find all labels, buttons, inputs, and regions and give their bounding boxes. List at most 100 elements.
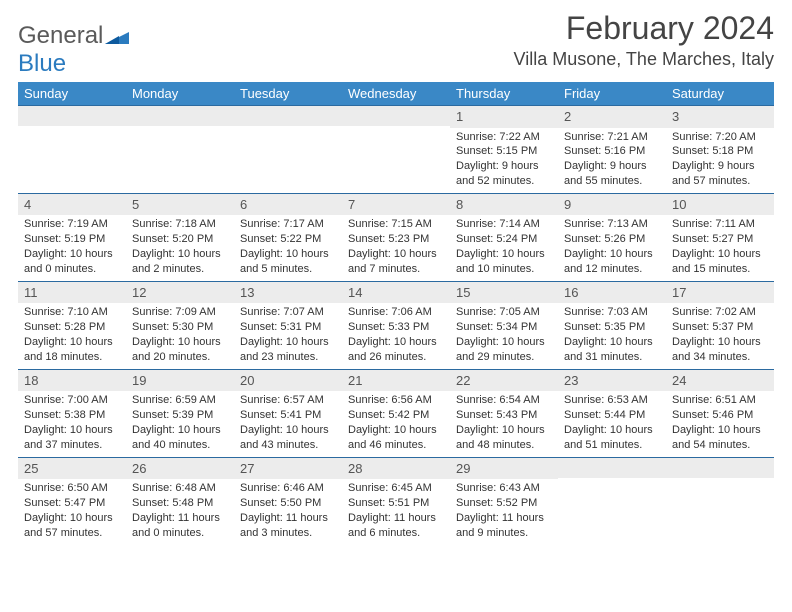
- day-details: Sunrise: 6:54 AMSunset: 5:43 PMDaylight:…: [450, 391, 558, 456]
- weekday-wed: Wednesday: [342, 82, 450, 106]
- sunset-text: Sunset: 5:30 PM: [132, 320, 228, 335]
- day-number: 13: [234, 282, 342, 304]
- calendar-cell: [126, 106, 234, 194]
- sunrise-text: Sunrise: 7:20 AM: [672, 130, 768, 145]
- calendar-cell: 15Sunrise: 7:05 AMSunset: 5:34 PMDayligh…: [450, 281, 558, 369]
- daylight-text: Daylight: 10 hours and 18 minutes.: [24, 335, 120, 365]
- daylight-text: Daylight: 11 hours and 0 minutes.: [132, 511, 228, 541]
- sunrise-text: Sunrise: 7:18 AM: [132, 217, 228, 232]
- day-number: [558, 458, 666, 478]
- calendar-cell: 24Sunrise: 6:51 AMSunset: 5:46 PMDayligh…: [666, 369, 774, 457]
- sunset-text: Sunset: 5:26 PM: [564, 232, 660, 247]
- sunrise-text: Sunrise: 6:50 AM: [24, 481, 120, 496]
- day-details: Sunrise: 6:50 AMSunset: 5:47 PMDaylight:…: [18, 479, 126, 544]
- daylight-text: Daylight: 10 hours and 20 minutes.: [132, 335, 228, 365]
- logo-word1: General: [18, 22, 103, 49]
- day-details: Sunrise: 7:10 AMSunset: 5:28 PMDaylight:…: [18, 303, 126, 368]
- calendar-cell: 11Sunrise: 7:10 AMSunset: 5:28 PMDayligh…: [18, 281, 126, 369]
- day-number: 29: [450, 458, 558, 480]
- sunrise-text: Sunrise: 7:19 AM: [24, 217, 120, 232]
- day-number: 11: [18, 282, 126, 304]
- day-details: Sunrise: 7:13 AMSunset: 5:26 PMDaylight:…: [558, 215, 666, 280]
- calendar-row: 4Sunrise: 7:19 AMSunset: 5:19 PMDaylight…: [18, 193, 774, 281]
- sunset-text: Sunset: 5:50 PM: [240, 496, 336, 511]
- calendar-cell: 10Sunrise: 7:11 AMSunset: 5:27 PMDayligh…: [666, 193, 774, 281]
- logo: General Blue: [18, 10, 129, 78]
- sunset-text: Sunset: 5:15 PM: [456, 144, 552, 159]
- day-details: Sunrise: 7:07 AMSunset: 5:31 PMDaylight:…: [234, 303, 342, 368]
- day-details: Sunrise: 7:02 AMSunset: 5:37 PMDaylight:…: [666, 303, 774, 368]
- calendar-row: 25Sunrise: 6:50 AMSunset: 5:47 PMDayligh…: [18, 457, 774, 544]
- calendar-cell: 13Sunrise: 7:07 AMSunset: 5:31 PMDayligh…: [234, 281, 342, 369]
- daylight-text: Daylight: 9 hours and 55 minutes.: [564, 159, 660, 189]
- weekday-sat: Saturday: [666, 82, 774, 106]
- calendar-cell: 12Sunrise: 7:09 AMSunset: 5:30 PMDayligh…: [126, 281, 234, 369]
- sunrise-text: Sunrise: 7:13 AM: [564, 217, 660, 232]
- calendar-cell: 23Sunrise: 6:53 AMSunset: 5:44 PMDayligh…: [558, 369, 666, 457]
- day-details: Sunrise: 7:00 AMSunset: 5:38 PMDaylight:…: [18, 391, 126, 456]
- day-details: Sunrise: 7:05 AMSunset: 5:34 PMDaylight:…: [450, 303, 558, 368]
- sunrise-text: Sunrise: 7:15 AM: [348, 217, 444, 232]
- daylight-text: Daylight: 10 hours and 29 minutes.: [456, 335, 552, 365]
- day-details: Sunrise: 7:03 AMSunset: 5:35 PMDaylight:…: [558, 303, 666, 368]
- daylight-text: Daylight: 10 hours and 7 minutes.: [348, 247, 444, 277]
- weekday-header-row: Sunday Monday Tuesday Wednesday Thursday…: [18, 82, 774, 106]
- sunrise-text: Sunrise: 7:09 AM: [132, 305, 228, 320]
- day-number: 7: [342, 194, 450, 216]
- daylight-text: Daylight: 11 hours and 6 minutes.: [348, 511, 444, 541]
- title-block: February 2024 Villa Musone, The Marches,…: [514, 10, 774, 76]
- weekday-thu: Thursday: [450, 82, 558, 106]
- sunset-text: Sunset: 5:20 PM: [132, 232, 228, 247]
- sunset-text: Sunset: 5:34 PM: [456, 320, 552, 335]
- sunset-text: Sunset: 5:23 PM: [348, 232, 444, 247]
- sunset-text: Sunset: 5:37 PM: [672, 320, 768, 335]
- day-number: 5: [126, 194, 234, 216]
- day-number: 1: [450, 106, 558, 128]
- sunrise-text: Sunrise: 7:21 AM: [564, 130, 660, 145]
- sunset-text: Sunset: 5:24 PM: [456, 232, 552, 247]
- calendar-cell: [558, 457, 666, 544]
- location: Villa Musone, The Marches, Italy: [514, 49, 774, 70]
- day-details: Sunrise: 6:51 AMSunset: 5:46 PMDaylight:…: [666, 391, 774, 456]
- sunset-text: Sunset: 5:19 PM: [24, 232, 120, 247]
- day-number: 10: [666, 194, 774, 216]
- calendar-cell: 27Sunrise: 6:46 AMSunset: 5:50 PMDayligh…: [234, 457, 342, 544]
- daylight-text: Daylight: 9 hours and 52 minutes.: [456, 159, 552, 189]
- day-details: Sunrise: 7:19 AMSunset: 5:19 PMDaylight:…: [18, 215, 126, 280]
- sunrise-text: Sunrise: 6:43 AM: [456, 481, 552, 496]
- calendar-cell: 20Sunrise: 6:57 AMSunset: 5:41 PMDayligh…: [234, 369, 342, 457]
- day-details: Sunrise: 7:22 AMSunset: 5:15 PMDaylight:…: [450, 128, 558, 193]
- day-number: 25: [18, 458, 126, 480]
- daylight-text: Daylight: 10 hours and 26 minutes.: [348, 335, 444, 365]
- sunset-text: Sunset: 5:27 PM: [672, 232, 768, 247]
- day-number: 15: [450, 282, 558, 304]
- calendar-row: 18Sunrise: 7:00 AMSunset: 5:38 PMDayligh…: [18, 369, 774, 457]
- calendar-cell: 3Sunrise: 7:20 AMSunset: 5:18 PMDaylight…: [666, 106, 774, 194]
- day-number: [234, 106, 342, 126]
- calendar-cell: 29Sunrise: 6:43 AMSunset: 5:52 PMDayligh…: [450, 457, 558, 544]
- daylight-text: Daylight: 10 hours and 48 minutes.: [456, 423, 552, 453]
- calendar-row: 1Sunrise: 7:22 AMSunset: 5:15 PMDaylight…: [18, 106, 774, 194]
- day-number: 23: [558, 370, 666, 392]
- daylight-text: Daylight: 10 hours and 51 minutes.: [564, 423, 660, 453]
- day-number: 2: [558, 106, 666, 128]
- daylight-text: Daylight: 10 hours and 15 minutes.: [672, 247, 768, 277]
- calendar-cell: 22Sunrise: 6:54 AMSunset: 5:43 PMDayligh…: [450, 369, 558, 457]
- sunset-text: Sunset: 5:44 PM: [564, 408, 660, 423]
- sunrise-text: Sunrise: 6:48 AM: [132, 481, 228, 496]
- day-number: 8: [450, 194, 558, 216]
- calendar-cell: [18, 106, 126, 194]
- day-details: Sunrise: 6:53 AMSunset: 5:44 PMDaylight:…: [558, 391, 666, 456]
- day-details: Sunrise: 7:21 AMSunset: 5:16 PMDaylight:…: [558, 128, 666, 193]
- sunset-text: Sunset: 5:22 PM: [240, 232, 336, 247]
- daylight-text: Daylight: 10 hours and 10 minutes.: [456, 247, 552, 277]
- sunset-text: Sunset: 5:31 PM: [240, 320, 336, 335]
- daylight-text: Daylight: 11 hours and 3 minutes.: [240, 511, 336, 541]
- sunset-text: Sunset: 5:52 PM: [456, 496, 552, 511]
- sunset-text: Sunset: 5:33 PM: [348, 320, 444, 335]
- day-details: Sunrise: 6:46 AMSunset: 5:50 PMDaylight:…: [234, 479, 342, 544]
- day-number: 14: [342, 282, 450, 304]
- sunrise-text: Sunrise: 7:06 AM: [348, 305, 444, 320]
- day-number: 27: [234, 458, 342, 480]
- weekday-mon: Monday: [126, 82, 234, 106]
